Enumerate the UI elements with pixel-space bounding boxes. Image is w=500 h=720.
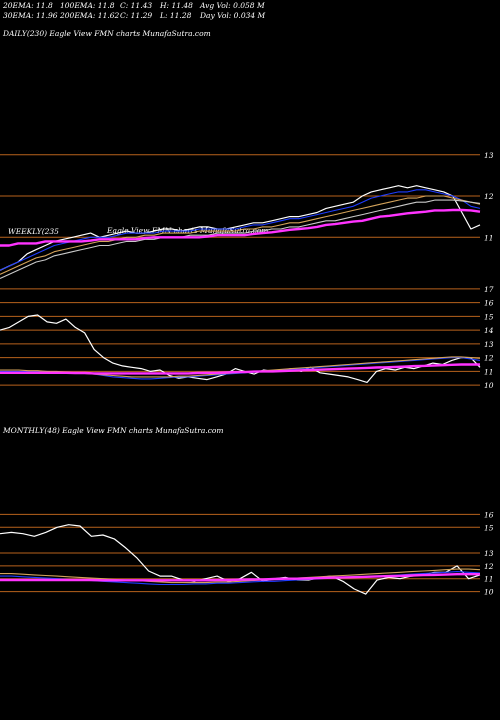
weekly-panel-title-right: Eagle View FMN charts MunafaSutra.com bbox=[107, 226, 269, 235]
monthly-series-line bbox=[0, 524, 481, 595]
monthly-tick-label: 11 bbox=[484, 575, 494, 584]
weekly-series-line bbox=[0, 314, 481, 383]
weekly-tick-label: 16 bbox=[484, 299, 494, 308]
weekly-tick-label: 14 bbox=[484, 326, 494, 335]
monthly-tick-label: 16 bbox=[484, 510, 494, 519]
weekly-tick-label: 17 bbox=[484, 285, 494, 294]
weekly-tick-label: 10 bbox=[484, 381, 494, 390]
daily-series-line bbox=[0, 189, 481, 271]
weekly-panel-title: WEEKLY(235 bbox=[8, 227, 59, 236]
daily-series-line bbox=[0, 208, 481, 247]
weekly-tick-label: 11 bbox=[484, 367, 494, 376]
header-row-1: 20EMA: 11.8 bbox=[3, 1, 53, 10]
daily-series-line bbox=[0, 185, 481, 271]
header-30ema: 30EMA: 11.96 bbox=[3, 11, 58, 20]
monthly-series-line bbox=[0, 568, 481, 584]
header-100ema: 100EMA: 11.8 bbox=[60, 1, 115, 10]
header-200ema: 200EMA: 11.62 bbox=[60, 11, 120, 20]
daily-series-line bbox=[0, 199, 481, 280]
monthly-tick-label: 10 bbox=[484, 588, 494, 597]
weekly-tick-label: 13 bbox=[484, 340, 494, 349]
monthly-tick-label: 15 bbox=[484, 523, 494, 532]
header-close-1: C: 11.43 bbox=[120, 1, 153, 10]
header-high: H: 11.48 bbox=[160, 1, 193, 10]
weekly-tick-label: 15 bbox=[484, 312, 494, 321]
weekly-series-line bbox=[0, 363, 480, 375]
monthly-tick-label: 13 bbox=[484, 549, 494, 558]
weekly-tick-label: 12 bbox=[484, 354, 494, 363]
header-day-vol: Day Vol: 0.034 M bbox=[200, 11, 266, 20]
header-avg-vol: Avg Vol: 0.058 M bbox=[200, 1, 265, 10]
header-close-2: C: 11.29 bbox=[120, 11, 153, 20]
daily-tick-label: 13 bbox=[484, 151, 494, 160]
header-20ema: 20EMA: 11.8 bbox=[3, 1, 53, 10]
header-low: L: 11.28 bbox=[160, 11, 192, 20]
daily-panel-title: DAILY(230) Eagle View FMN charts MunafaS… bbox=[3, 29, 211, 38]
monthly-tick-label: 12 bbox=[484, 562, 494, 571]
daily-tick-label: 12 bbox=[484, 192, 494, 201]
monthly-panel-title: MONTHLY(48) Eagle View FMN charts Munafa… bbox=[3, 426, 224, 435]
daily-series-line bbox=[0, 195, 481, 275]
monthly-series-line bbox=[0, 573, 480, 582]
daily-tick-label: 11 bbox=[484, 233, 494, 242]
